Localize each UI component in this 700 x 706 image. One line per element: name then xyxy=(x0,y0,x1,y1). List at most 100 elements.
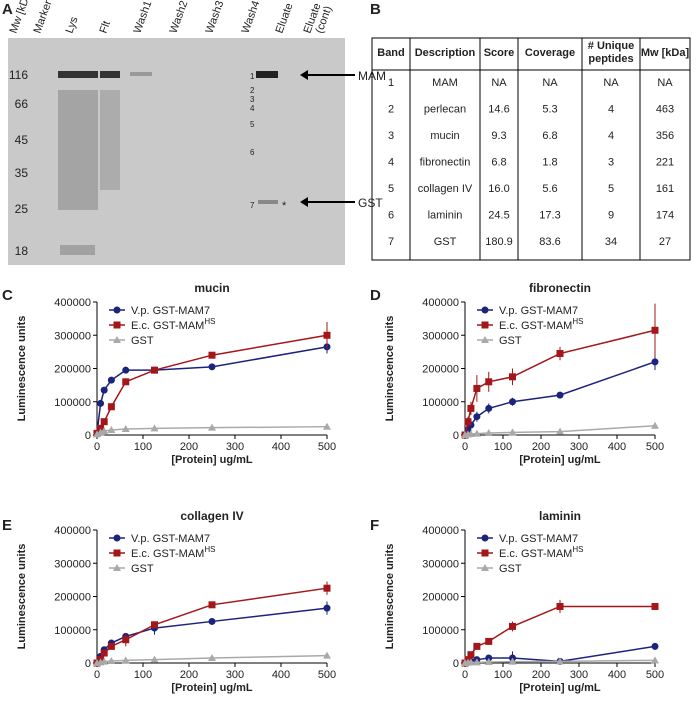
x-tick-label: 200 xyxy=(532,441,550,453)
marker xyxy=(484,429,493,437)
legend-sup: HS xyxy=(204,545,215,554)
band xyxy=(60,245,95,255)
table-cell: 83.6 xyxy=(539,236,560,248)
marker xyxy=(208,601,216,609)
legend-name: GST xyxy=(131,563,154,575)
marker xyxy=(481,534,489,542)
y-tick-label: 200000 xyxy=(422,364,459,376)
marker xyxy=(556,350,564,358)
band xyxy=(58,71,98,78)
panel-label: C xyxy=(2,287,13,304)
chart-title: fibronectin xyxy=(529,281,591,295)
band-number: 1 xyxy=(250,72,255,81)
y-tick-label: 100000 xyxy=(422,397,459,409)
table-header: Description xyxy=(415,47,476,59)
legend-label: E.c. GST-MAMHS xyxy=(499,545,583,560)
legend-name: V.p. GST-MAM7 xyxy=(499,533,578,545)
y-tick-label: 200000 xyxy=(54,592,91,604)
band-number: 4 xyxy=(250,104,255,113)
table-header: peptides xyxy=(588,53,633,65)
y-tick-label: 400000 xyxy=(54,525,91,537)
marker xyxy=(107,657,116,665)
marker xyxy=(93,430,101,438)
x-tick-label: 100 xyxy=(134,669,152,681)
legend-name: V.p. GST-MAM7 xyxy=(131,305,210,317)
y-tick-label: 400000 xyxy=(422,525,459,537)
legend-sup: HS xyxy=(572,545,583,554)
marker xyxy=(651,642,659,650)
arrowhead xyxy=(300,197,308,207)
marker xyxy=(481,306,489,314)
y-tick-label: 0 xyxy=(85,430,91,442)
x-axis-label: [Protein] ug/mL xyxy=(519,454,601,466)
table-cell: 17.3 xyxy=(539,210,560,222)
marker xyxy=(208,351,216,359)
marker xyxy=(208,654,216,662)
y-tick-label: 400000 xyxy=(422,297,459,309)
table-cell: 4 xyxy=(388,157,394,169)
y-tick-label: 100000 xyxy=(54,397,91,409)
table-header: Mw [kDa] xyxy=(641,47,690,59)
marker xyxy=(97,399,105,407)
panel-label: E xyxy=(2,517,12,534)
marker xyxy=(484,658,493,666)
table-header: Band xyxy=(377,47,405,59)
lane-label: Eluate xyxy=(274,2,296,35)
table-cell: NA xyxy=(603,77,619,89)
table-cell: 3 xyxy=(608,157,614,169)
series-line xyxy=(464,605,655,664)
table-cell: 7 xyxy=(388,236,394,248)
series-line xyxy=(464,329,656,436)
table-cell: 6 xyxy=(388,210,394,222)
x-tick-label: 500 xyxy=(646,669,664,681)
marker xyxy=(508,428,517,436)
band-number: 2 xyxy=(250,86,255,95)
legend-name: GST xyxy=(499,335,522,347)
legend-label: E.c. GST-MAMHS xyxy=(131,545,215,560)
marker xyxy=(556,391,564,399)
legend-label: E.c. GST-MAMHS xyxy=(499,317,583,332)
marker xyxy=(113,321,121,329)
band xyxy=(130,72,152,76)
table-header: Score xyxy=(484,47,515,59)
series-line xyxy=(96,346,328,434)
table-cell: 4 xyxy=(608,130,614,142)
table-cell: 14.6 xyxy=(488,104,509,116)
legend-name: E.c. GST-MAM xyxy=(131,548,204,560)
marker xyxy=(485,637,493,645)
x-tick-label: 0 xyxy=(462,441,468,453)
panel-label: A xyxy=(2,1,13,18)
x-tick-label: 500 xyxy=(318,441,336,453)
x-tick-label: 200 xyxy=(180,441,198,453)
marker xyxy=(107,376,115,384)
table-cell: laminin xyxy=(428,210,463,222)
band xyxy=(256,71,278,78)
table-cell: 9 xyxy=(608,210,614,222)
x-tick-label: 0 xyxy=(462,669,468,681)
marker xyxy=(113,534,121,542)
legend-label: GST xyxy=(499,563,522,575)
marker xyxy=(100,418,108,426)
band xyxy=(258,200,278,204)
table-cell: 1 xyxy=(388,77,394,89)
legend-label: GST xyxy=(131,563,154,575)
marker xyxy=(473,384,481,392)
legend-name: E.c. GST-MAM xyxy=(499,548,572,560)
y-axis-label: Luminescence units xyxy=(16,544,28,650)
marker xyxy=(481,564,489,571)
mw-marker: 66 xyxy=(15,97,29,111)
table-cell: NA xyxy=(491,77,507,89)
table-cell: 5 xyxy=(608,183,614,195)
marker xyxy=(467,651,475,659)
marker xyxy=(651,656,659,664)
legend-label: GST xyxy=(499,335,522,347)
marker xyxy=(151,366,158,374)
x-axis-label: [Protein] ug/mL xyxy=(171,682,253,694)
panel-label: B xyxy=(370,1,381,18)
table-cell: NA xyxy=(542,77,558,89)
table-border xyxy=(371,37,691,261)
arrowhead xyxy=(300,70,308,80)
y-tick-label: 200000 xyxy=(54,364,91,376)
lane-label: Lys xyxy=(64,15,81,35)
